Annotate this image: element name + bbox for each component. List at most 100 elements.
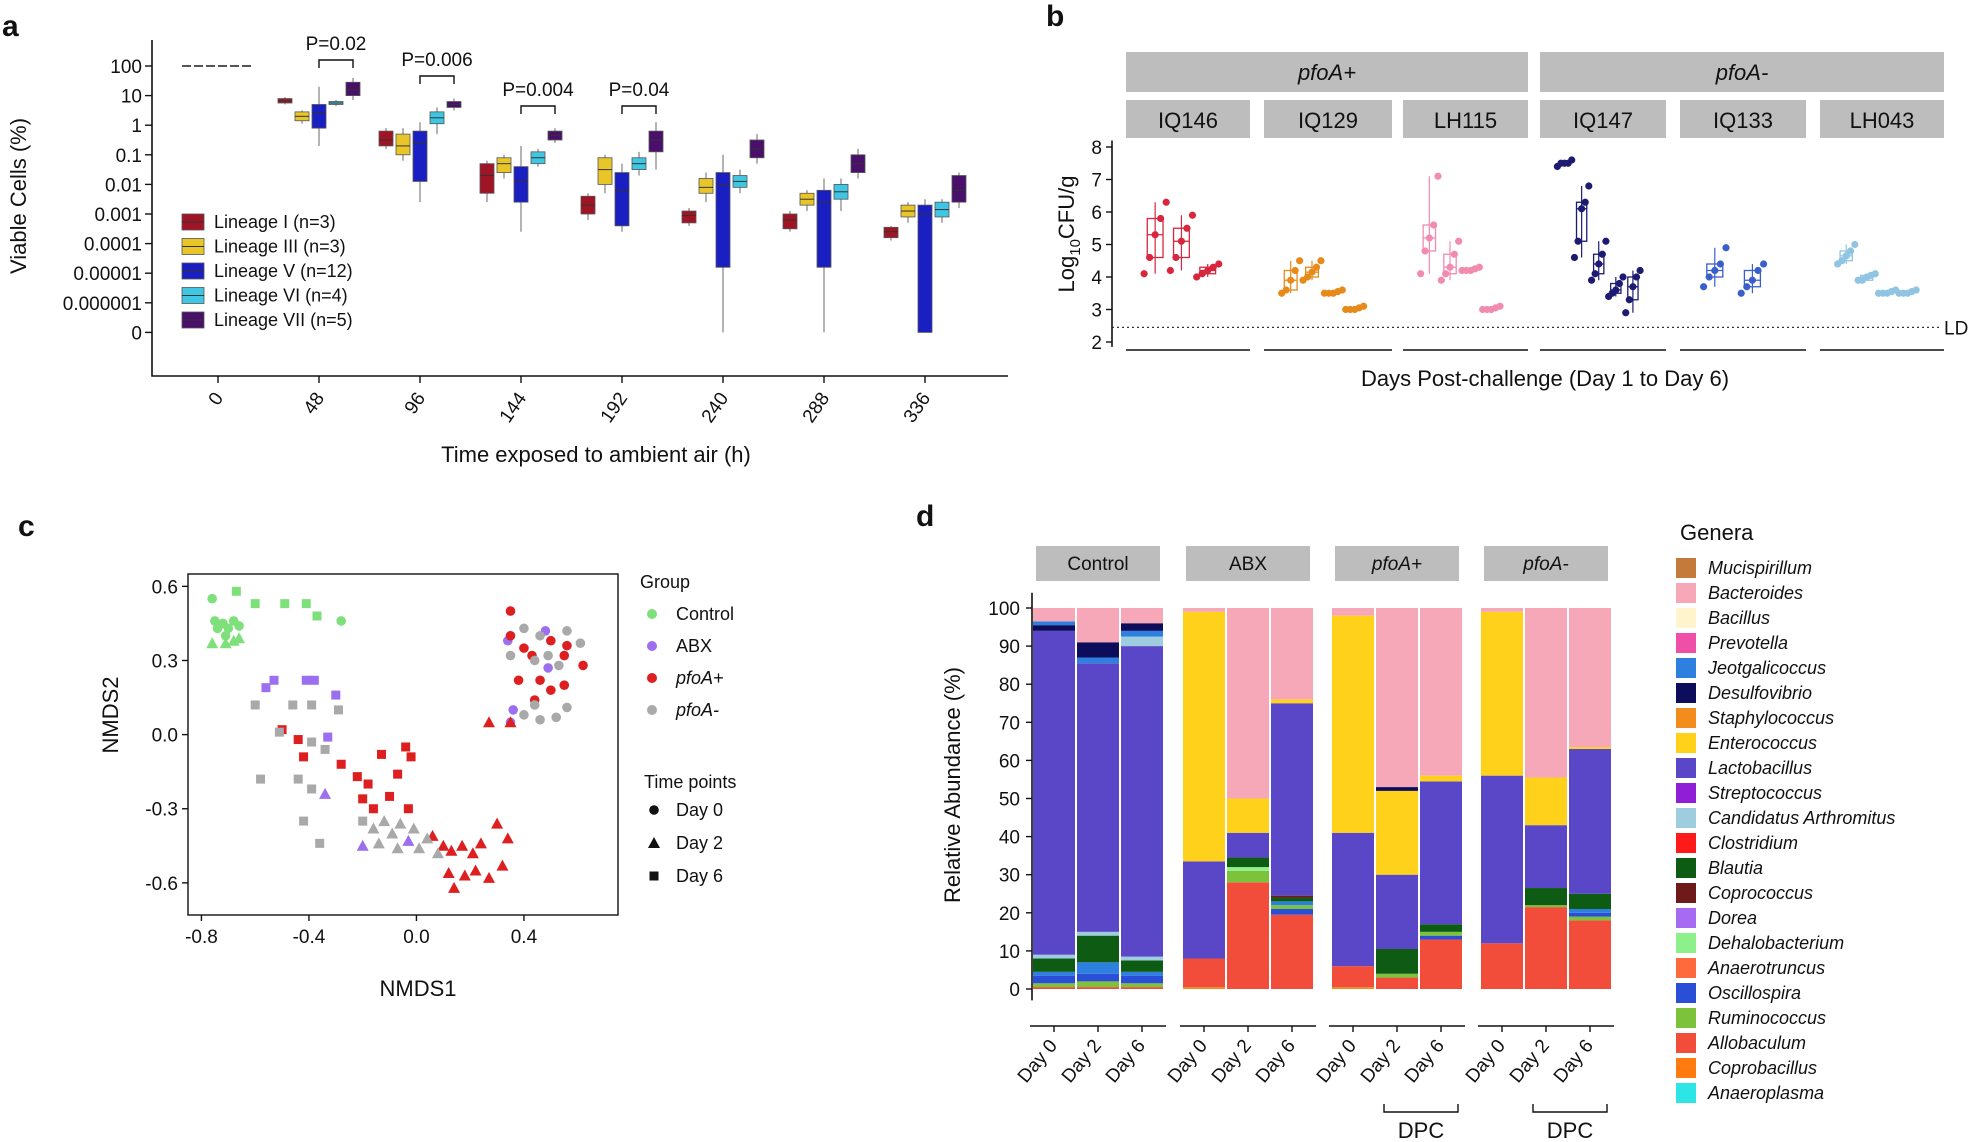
panel-d-legend-swatch xyxy=(1676,783,1696,803)
panel-a-letter: a xyxy=(2,10,19,43)
panel-a-box-48h-lineage-iii-n-3 xyxy=(294,110,310,124)
panel-d-segment-oscillospira xyxy=(1077,973,1119,982)
panel-c-point-pfoa-triangle xyxy=(413,842,426,854)
panel-d-legend-label: Lactobacillus xyxy=(1708,758,1812,778)
panel-c-point-pfoa-circle xyxy=(519,623,529,634)
panel-b-y-tick-label: 5 xyxy=(1091,236,1102,257)
panel-b-point xyxy=(1177,237,1186,245)
panel-c-point-pfoa-square xyxy=(274,727,284,737)
panel-b-point xyxy=(1632,273,1641,281)
panel-d-segment-ruminococcus xyxy=(1420,931,1462,936)
panel-b-box-iq147 xyxy=(1553,156,1576,171)
panel-c-letter: c xyxy=(18,510,35,543)
panel-a-box-body xyxy=(883,226,899,239)
panel-c-point-abx-circle xyxy=(508,705,518,715)
panel-c-point-pfoa-square xyxy=(352,772,362,782)
panel-a-box-288h-lineage-vii-n-5 xyxy=(850,148,866,179)
panel-d-segment-allobaculum xyxy=(1332,966,1374,988)
panel-a-box-body xyxy=(311,104,327,129)
panel-b-point xyxy=(1287,276,1295,284)
panel-d-segment-blautia xyxy=(1121,960,1163,972)
panel-b-point xyxy=(1842,252,1850,260)
panel-b-point xyxy=(1446,263,1454,271)
panel-b-box-iq129 xyxy=(1299,257,1325,284)
panel-d-segment-allobaculum xyxy=(1227,882,1269,989)
panel-a-box-body xyxy=(816,189,832,268)
panel-b-point xyxy=(1760,260,1768,268)
panel-b-y-axis-label-rest: CFU/g xyxy=(1054,176,1079,240)
panel-d-segment-enterococcus xyxy=(1420,775,1462,782)
panel-c-point-abx-square xyxy=(269,675,279,685)
panel-b-y-tick-label: 6 xyxy=(1091,203,1102,224)
panel-d-legend-label: Anaeroplasma xyxy=(1707,1083,1824,1103)
panel-d-segment-oscillospira xyxy=(1271,908,1313,915)
panel-b-y-axis-label-base: Log xyxy=(1054,256,1079,293)
panel-c-y-tick-label: 0.0 xyxy=(152,726,178,747)
panel-d-segment-lactobacillus xyxy=(1420,781,1462,925)
panel-d-segment-bacteroides xyxy=(1376,608,1418,788)
panel-c: c NMDS2 NMDS1 -0.8 -0.4 0.0 0.40.60.30.0-0.… xyxy=(18,510,736,1001)
panel-c-point-control-circle xyxy=(336,616,346,626)
panel-d-legend-label: Anaerotruncus xyxy=(1707,958,1825,978)
panel-c-point-pfoa-triangle xyxy=(469,864,482,876)
panel-d-segment-candidatus-arthromitus xyxy=(1033,954,1075,959)
panel-c-point-control-square xyxy=(280,599,290,609)
panel-c-point-pfoa-square xyxy=(315,838,325,848)
panel-d-y-tick-label: 20 xyxy=(999,904,1020,925)
panel-b-box-body xyxy=(1743,269,1762,288)
panel-b-point xyxy=(1172,253,1180,262)
panel-d-segment-allobaculum xyxy=(1481,943,1523,989)
panel-c-point-pfoa-triangle xyxy=(483,871,495,883)
panel-d-segment-oscillospira xyxy=(1121,975,1163,984)
panel-a-boxes xyxy=(182,65,967,333)
panel-c-point-abx-square xyxy=(331,690,341,700)
panel-c-point-pfoa-circle xyxy=(554,660,564,671)
panel-d-x-tick-label: Day 0 xyxy=(1313,1036,1361,1088)
panel-b-point xyxy=(1568,156,1576,164)
panel-a-comparison-label: P=0.04 xyxy=(609,80,670,101)
panel-d-x-tick-label: Day 6 xyxy=(1102,1036,1150,1088)
panel-a-x-tick-label: 144 xyxy=(496,388,532,426)
panel-d-legend-label: Dorea xyxy=(1708,908,1757,928)
panel-d-segment-bacteroides xyxy=(1077,608,1119,643)
panel-d-segment-enterococcus xyxy=(1271,699,1313,704)
panel-a-box-body xyxy=(513,166,529,203)
panel-d-bar-pfoa-day-2 xyxy=(1376,608,1418,989)
panel-c-point-pfoa-square xyxy=(358,794,368,804)
panel-d-legend-label: Enterococcus xyxy=(1708,733,1817,753)
panel-c-point-pfoa-triangle xyxy=(504,716,517,728)
panel-c-point-pfoa-triangle xyxy=(445,844,458,856)
panel-b-point xyxy=(1625,296,1633,304)
panel-b-point xyxy=(1193,273,1201,281)
panel-b-marks xyxy=(1140,156,1920,317)
panel-b-group-strip-pfoa xyxy=(1126,52,1528,92)
panel-c-point-pfoa-triangle xyxy=(421,832,434,844)
panel-d-facet-label-control: Control xyxy=(1067,554,1128,575)
panel-d-y-tick-label: 30 xyxy=(999,866,1020,887)
panel-a-box-48h-lineage-i-n-3 xyxy=(277,97,293,105)
panel-c-point-control-square xyxy=(312,611,322,621)
panel-b-point xyxy=(1188,211,1197,219)
panel-d-segment-jeotgalicoccus xyxy=(1271,901,1313,906)
panel-b-point xyxy=(1183,224,1191,232)
panel-b-point xyxy=(1748,276,1756,284)
panel-d-segment-jeotgalicoccus xyxy=(1077,962,1119,974)
panel-b-point xyxy=(1585,182,1593,190)
panel-d-legend-swatch xyxy=(1676,708,1696,728)
panel-d-segment-blautia xyxy=(1420,924,1462,932)
panel-c-point-pfoa-triangle xyxy=(372,837,385,849)
panel-b-point xyxy=(1591,270,1599,278)
panel-c-point-pfoa-circle xyxy=(559,650,570,661)
panel-d-segment-blautia xyxy=(1033,958,1075,972)
panel-d-segment-lactobacillus xyxy=(1481,775,1523,944)
panel-a-y-tick-label: 100 xyxy=(110,57,142,78)
panel-c-point-control-square xyxy=(250,599,260,609)
panel-d-segment-ruminococcus xyxy=(1569,916,1611,921)
panel-b-box-lh115 xyxy=(1479,302,1504,314)
panel-d-segment-lactobacillus xyxy=(1332,832,1374,967)
panel-d-y-tick-label: 10 xyxy=(999,942,1020,963)
panel-c-point-control-triangle xyxy=(206,637,219,649)
panel-d-y-tick-label: 0 xyxy=(1009,980,1020,1001)
panel-b-point xyxy=(1851,240,1859,249)
panel-b-point xyxy=(1146,253,1154,262)
